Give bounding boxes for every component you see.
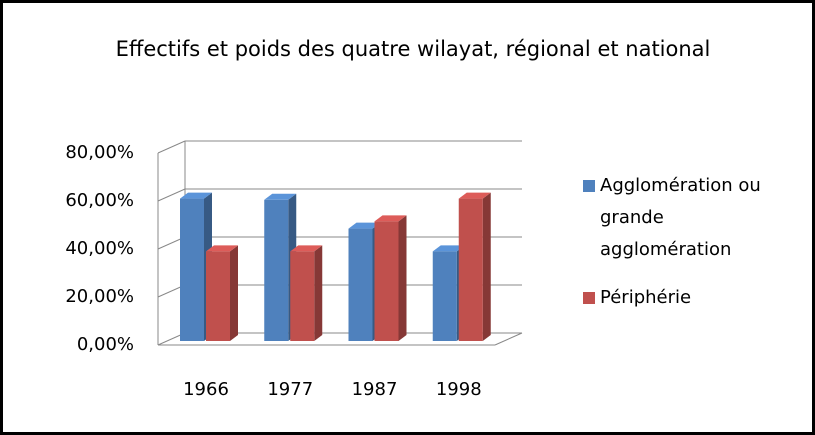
legend-key bbox=[583, 292, 595, 304]
bar bbox=[432, 251, 457, 341]
y-tick-label: 80,00% bbox=[65, 142, 134, 163]
bar-top bbox=[432, 245, 465, 252]
bar-top bbox=[348, 222, 381, 229]
chart-title: Effectifs et poids des quatre wilayat, r… bbox=[115, 37, 711, 61]
bar bbox=[180, 198, 204, 341]
bar-top bbox=[374, 215, 407, 222]
legend-key bbox=[583, 180, 595, 192]
grid-line-side bbox=[157, 140, 186, 154]
bar-side bbox=[398, 215, 407, 341]
y-tick-label: 20,00% bbox=[65, 286, 134, 307]
bar bbox=[290, 251, 315, 341]
bar bbox=[374, 221, 399, 341]
y-tick-label: 40,00% bbox=[65, 238, 134, 259]
bar bbox=[458, 198, 483, 341]
bar-top bbox=[180, 192, 212, 199]
y-tick-label: 60,00% bbox=[65, 190, 134, 211]
bar-side bbox=[482, 192, 491, 341]
bar-top bbox=[290, 245, 323, 252]
bar-side bbox=[230, 245, 238, 341]
bar bbox=[206, 251, 230, 341]
bar-side bbox=[314, 245, 323, 341]
bar-top bbox=[458, 192, 491, 199]
x-tick-label: 1987 bbox=[352, 379, 398, 400]
bar bbox=[348, 228, 373, 341]
grid-line-side bbox=[157, 188, 186, 202]
bar-top bbox=[264, 193, 297, 200]
legend-label: Périphérie bbox=[600, 287, 692, 308]
x-tick-label: 1966 bbox=[183, 379, 229, 400]
legend-label: Agglomération ou grande agglomération bbox=[600, 175, 761, 260]
x-tick-label: 1977 bbox=[267, 379, 313, 400]
floor-edge bbox=[494, 332, 523, 346]
bar bbox=[264, 199, 289, 341]
chart: 0,00% 20,00% 40,00% 60,00% 80,00% 1966 1977 198… bbox=[65, 140, 523, 400]
x-tick-label: 1998 bbox=[436, 379, 482, 400]
y-tick-label: 0,00% bbox=[77, 334, 134, 355]
bar-top bbox=[206, 245, 238, 252]
